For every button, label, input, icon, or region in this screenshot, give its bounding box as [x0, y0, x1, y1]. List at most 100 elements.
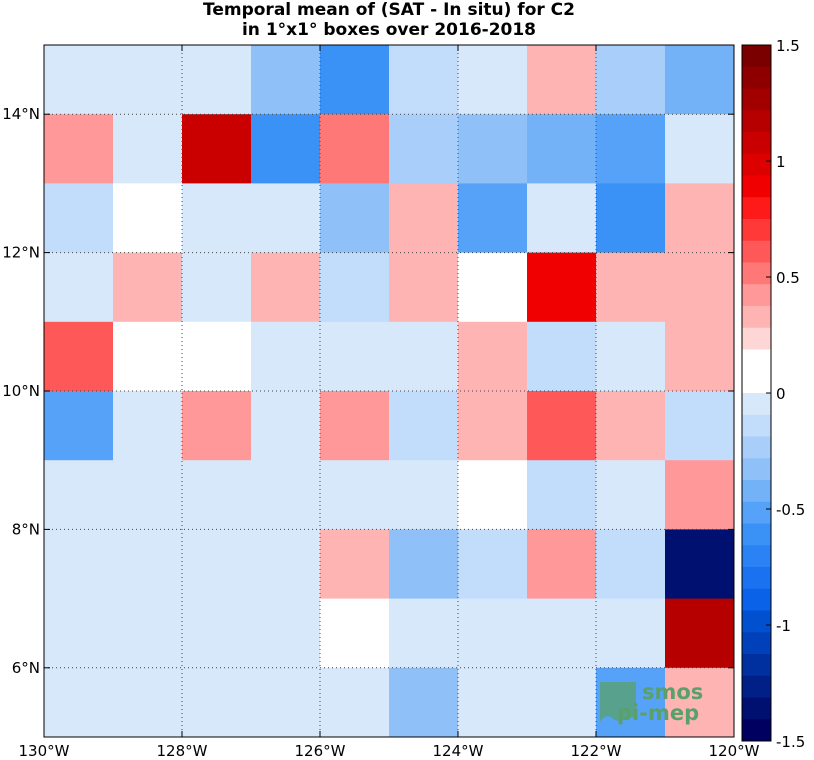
- colorbar-swatch: [742, 501, 771, 524]
- heatmap-cell: [527, 252, 597, 323]
- heatmap-cell: [113, 321, 183, 392]
- heatmap-cell: [251, 252, 321, 323]
- heatmap-cell: [527, 598, 597, 669]
- heatmap-cell: [389, 45, 459, 115]
- grid-lines: [44, 45, 734, 737]
- heatmap-cell: [44, 45, 114, 115]
- colorbar-swatch: [742, 654, 771, 677]
- heatmap-cell: [389, 114, 459, 184]
- heatmap-cell: [665, 529, 735, 600]
- chart-title: Temporal mean of (SAT - In situ) for C2 …: [44, 0, 734, 40]
- colorbar-swatch: [742, 45, 771, 68]
- colorbar-tick-label: 0.5: [776, 269, 800, 287]
- heatmap-cell: [596, 45, 666, 115]
- heatmap-cell: [665, 598, 735, 669]
- y-tick-label: 14°N: [2, 105, 40, 123]
- heatmap-cell: [596, 460, 666, 530]
- colorbar-swatch: [742, 240, 771, 263]
- heatmap-cell: [527, 391, 597, 461]
- heatmap-cell: [389, 252, 459, 323]
- colorbar-axis: 1.5 1 0.5 0 -0.5 -1 -1.5: [766, 37, 805, 751]
- colorbar-tick-label: 0: [776, 385, 786, 403]
- colorbar-swatch: [742, 349, 771, 372]
- colorbar-swatch: [742, 675, 771, 698]
- heatmap-cell: [44, 183, 114, 254]
- x-axis: 130°W 128°W 126°W 124°W 122°W 120°W: [19, 45, 760, 760]
- heatmap-cell: [458, 667, 528, 738]
- chart-title-line-1: Temporal mean of (SAT - In situ) for C2: [203, 0, 575, 20]
- heatmap-cell: [527, 45, 597, 115]
- colorbar: [741, 44, 772, 742]
- colorbar-swatch: [742, 436, 771, 459]
- heatmap-cell: [44, 460, 114, 530]
- colorbar-swatch: [742, 262, 771, 285]
- heatmap-cell: [665, 114, 735, 184]
- heatmap-cell: [44, 252, 114, 323]
- heatmap-cell: [458, 391, 528, 461]
- x-tick-label: 124°W: [433, 742, 484, 760]
- heatmap-cell: [113, 45, 183, 115]
- colorbar-swatch: [742, 219, 771, 242]
- heatmap-cell: [458, 460, 528, 530]
- colorbar-swatch: [742, 697, 771, 720]
- y-axis: 6°N 8°N 10°N 12°N 14°N: [2, 105, 734, 677]
- heatmap-cell: [320, 45, 390, 115]
- heatmap-cell: [458, 45, 528, 115]
- colorbar-tick-label: 1.5: [776, 37, 800, 55]
- heatmap-cell: [182, 667, 252, 738]
- heatmap-cell: [182, 598, 252, 669]
- y-tick-label: 12°N: [2, 244, 40, 262]
- heatmap-cell: [458, 598, 528, 669]
- heatmap-cell: [251, 321, 321, 392]
- heatmap-cell: [44, 667, 114, 738]
- heatmap-cell: [527, 114, 597, 184]
- colorbar-swatch: [742, 632, 771, 655]
- heatmap-cell: [113, 183, 183, 254]
- colorbar-swatch: [742, 327, 771, 350]
- colorbar-swatch: [742, 132, 771, 155]
- colorbar-swatch: [742, 175, 771, 198]
- colorbar-swatch: [742, 545, 771, 568]
- heatmap-cell: [44, 321, 114, 392]
- chart-title-line-2: in 1°x1° boxes over 2016-2018: [241, 20, 537, 40]
- heatmap-cell: [458, 529, 528, 600]
- heatmap-cell: [527, 321, 597, 392]
- heatmap-cell: [665, 45, 735, 115]
- heatmap-cell: [320, 183, 390, 254]
- heatmap-cell: [251, 460, 321, 530]
- x-tick-label: 128°W: [157, 742, 208, 760]
- heatmap-cell: [113, 114, 183, 184]
- heatmap-cell: [113, 598, 183, 669]
- heatmap-cell: [320, 391, 390, 461]
- colorbar-swatch: [742, 567, 771, 590]
- heatmap-cell: [320, 114, 390, 184]
- y-tick-label: 6°N: [12, 659, 40, 677]
- heatmap-cell: [596, 598, 666, 669]
- colorbar-swatch: [742, 197, 771, 220]
- colorbar-swatch: [742, 284, 771, 307]
- heatmap-cells: [44, 45, 735, 738]
- heatmap-cell: [44, 598, 114, 669]
- heatmap-cell: [182, 321, 252, 392]
- logo-text-pi-mep: pi-mep: [617, 701, 699, 725]
- heatmap-cell: [182, 45, 252, 115]
- logo-wave-mark: [600, 682, 636, 722]
- heatmap-cell: [665, 252, 735, 323]
- heatmap-cell: [665, 667, 735, 738]
- heatmap-cell: [389, 667, 459, 738]
- colorbar-swatch: [742, 588, 771, 611]
- heatmap-cell: [251, 183, 321, 254]
- colorbar-swatch: [742, 371, 771, 394]
- heatmap-cell: [596, 391, 666, 461]
- heatmap-cell: [113, 529, 183, 600]
- logo-text-smos: smos: [642, 680, 703, 704]
- x-tick-label: 122°W: [571, 742, 622, 760]
- heatmap-cell: [113, 391, 183, 461]
- colorbar-swatch: [742, 393, 771, 416]
- y-tick-label: 10°N: [2, 382, 40, 400]
- heatmap-cell: [182, 391, 252, 461]
- heatmap-cell: [44, 114, 114, 184]
- colorbar-swatch: [742, 88, 771, 111]
- heatmap-cell: [389, 391, 459, 461]
